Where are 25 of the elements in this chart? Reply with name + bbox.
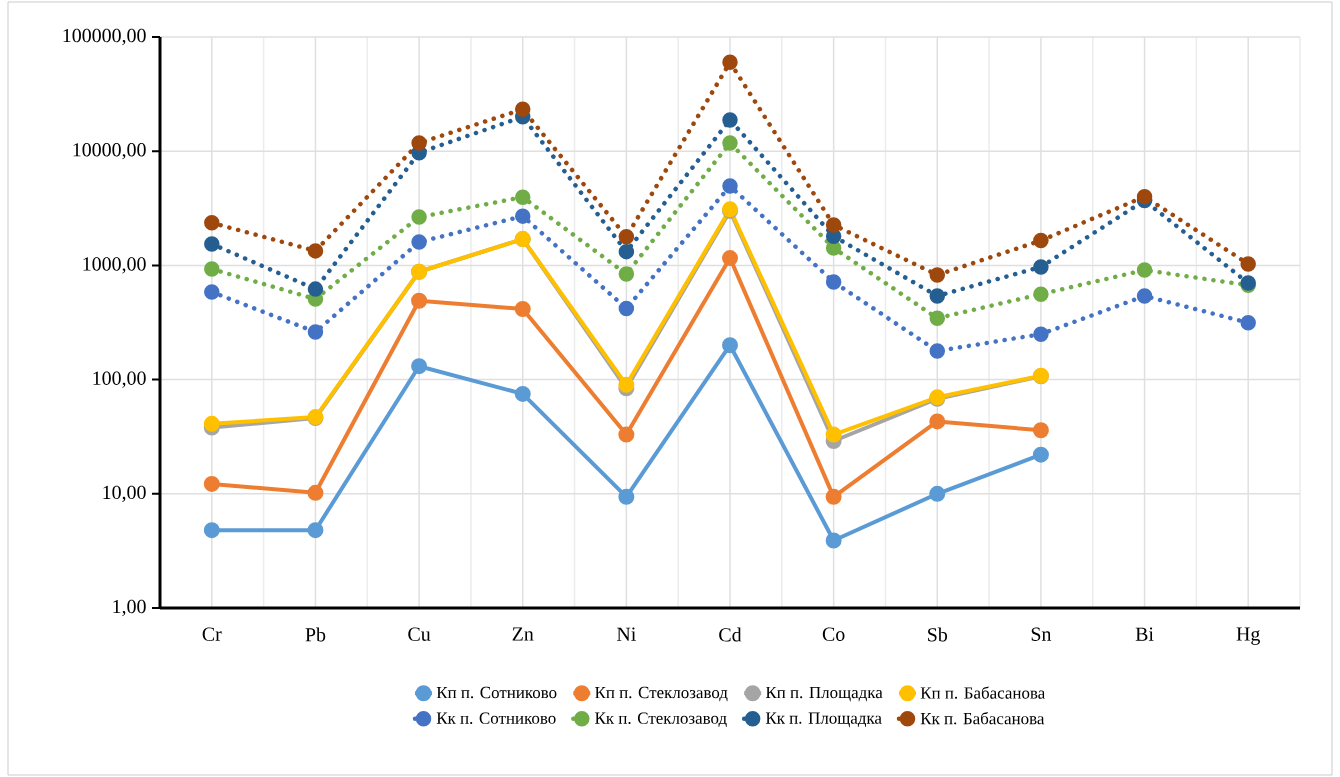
x-tick-label: Zn	[512, 627, 534, 641]
y-tick-label: 1000,00	[83, 257, 146, 274]
y-tick-label: 10,00	[103, 485, 146, 502]
y-tick-label: 10000,00	[73, 143, 146, 160]
legend-label: Кк п. Площадка	[765, 712, 882, 728]
legend-label: Кп п. Стеклозавод	[595, 686, 728, 702]
x-tick-label: Ni	[616, 627, 636, 641]
x-tick-label: Cr	[202, 627, 222, 641]
x-tick-label: Sn	[1031, 627, 1052, 641]
legend-label: Кп п. Бабасанова	[920, 686, 1046, 699]
x-tick-label: Pb	[305, 627, 326, 642]
x-tick-label: Hg	[1236, 627, 1260, 645]
legend-label: Кк п. Сотниково	[436, 712, 556, 724]
y-tick-label: 100000,00	[63, 28, 146, 46]
legend-label: Кп п. Сотниково	[436, 686, 557, 699]
x-tick-label: Cu	[408, 627, 431, 641]
legend-label: Кк п. Стеклозавод	[595, 712, 727, 727]
y-tick-label: 100,00	[93, 371, 146, 388]
x-tick-label: Bi	[1135, 627, 1154, 641]
legend-label: Кп п. Площадка	[765, 686, 883, 702]
x-tick-label: Co	[822, 627, 845, 641]
x-tick-label: Sb	[928, 627, 948, 642]
legend-label: Кк п. Бабасанова	[920, 712, 1045, 725]
x-tick-label: Cd	[719, 627, 742, 642]
y-tick-label: 1,00	[113, 599, 146, 617]
